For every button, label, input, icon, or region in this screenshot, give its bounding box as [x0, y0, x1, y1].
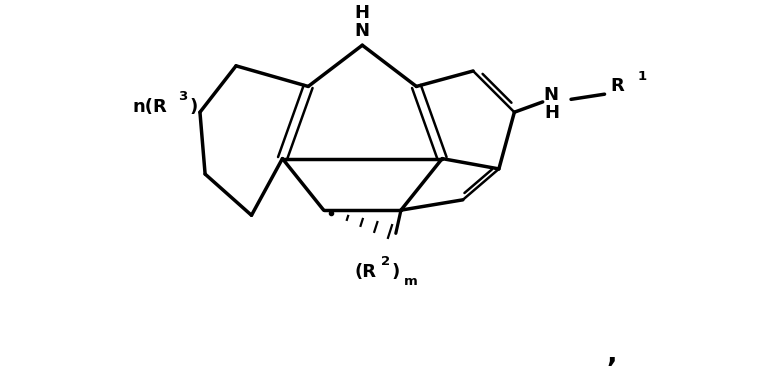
- Text: 1: 1: [638, 70, 647, 83]
- Text: 2: 2: [382, 255, 390, 268]
- Text: ,: ,: [607, 341, 618, 369]
- Text: N: N: [355, 22, 370, 40]
- Text: n(R: n(R: [133, 98, 168, 116]
- Text: H: H: [355, 4, 370, 22]
- Text: H: H: [545, 104, 560, 122]
- Text: m: m: [403, 275, 417, 288]
- Text: 3: 3: [178, 90, 187, 103]
- Text: ): ): [392, 263, 400, 281]
- Text: ): ): [190, 98, 198, 116]
- Text: (R: (R: [355, 263, 376, 281]
- Text: N: N: [544, 86, 559, 104]
- Text: R: R: [611, 78, 625, 95]
